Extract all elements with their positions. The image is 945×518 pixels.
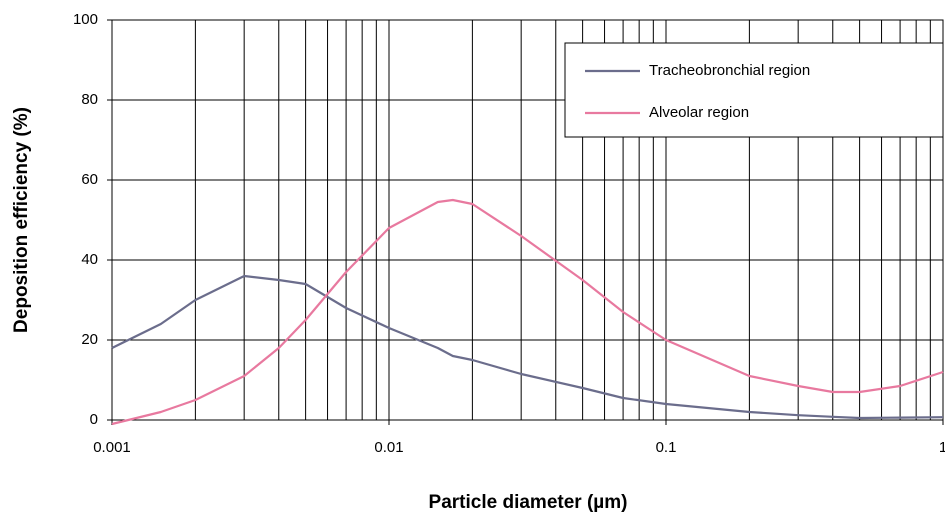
series-line xyxy=(111,198,944,426)
y-tick-label: 100 xyxy=(73,11,98,28)
y-tick-label: 60 xyxy=(81,171,98,188)
legend-label: Alveolar region xyxy=(649,104,749,121)
y-axis-title: Deposition efficiency (%) xyxy=(11,107,32,333)
x-axis-title: Particle diameter (µm) xyxy=(429,492,628,513)
plot-frame xyxy=(111,19,944,421)
y-tick-label: 20 xyxy=(81,331,98,348)
series-line xyxy=(111,274,944,420)
y-tick-label: 80 xyxy=(81,91,98,108)
x-tick-label: 0.001 xyxy=(93,439,131,456)
y-tick-label: 0 xyxy=(90,411,98,428)
x-tick-label: 0.1 xyxy=(656,439,677,456)
legend-box xyxy=(564,42,944,138)
legend-label: Tracheobronchial region xyxy=(649,62,810,79)
y-tick-label: 40 xyxy=(81,251,98,268)
x-tick-label: 0.01 xyxy=(374,439,403,456)
x-tick-label: 1 xyxy=(939,439,945,456)
